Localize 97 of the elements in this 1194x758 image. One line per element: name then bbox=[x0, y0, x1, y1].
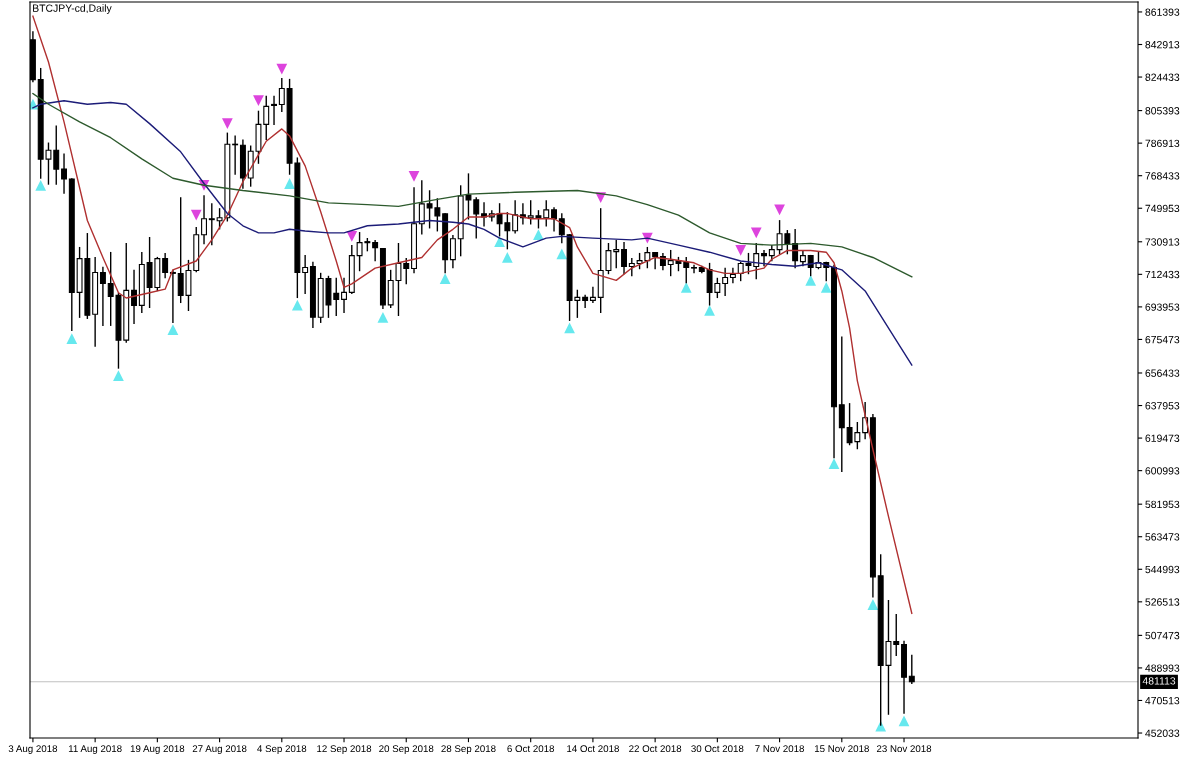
point bbox=[66, 333, 78, 344]
point bbox=[439, 273, 451, 284]
x-tick-label: 3 Aug 2018 bbox=[8, 745, 58, 755]
point bbox=[190, 209, 202, 221]
candlestick bbox=[512, 200, 519, 234]
candlestick bbox=[201, 195, 207, 245]
point bbox=[167, 324, 179, 336]
y-tick-label: 581953 bbox=[1145, 500, 1180, 509]
candlestick bbox=[99, 266, 106, 326]
y-tick-label: 712433 bbox=[1145, 270, 1180, 279]
point bbox=[898, 715, 910, 727]
candlestick bbox=[302, 254, 309, 295]
candlestick bbox=[162, 252, 169, 279]
y-tick-label: 488993 bbox=[1145, 664, 1180, 672]
point bbox=[221, 118, 233, 129]
y-tick-label: 470513 bbox=[1145, 696, 1180, 705]
y-tick-label: 600993 bbox=[1145, 467, 1180, 475]
y-tick-label: 805393 bbox=[1145, 107, 1180, 115]
point bbox=[867, 599, 879, 610]
candlestick bbox=[418, 180, 425, 235]
y-tick-label: 619473 bbox=[1145, 434, 1180, 442]
y-tick-label: 768433 bbox=[1145, 172, 1180, 180]
point bbox=[113, 370, 124, 381]
x-tick-label: 28 Sep 2018 bbox=[441, 745, 496, 755]
line-series bbox=[32, 100, 913, 366]
x-tick-label: 6 Oct 2018 bbox=[507, 745, 555, 753]
point bbox=[377, 312, 389, 323]
point bbox=[828, 458, 840, 469]
y-tick-label: 693953 bbox=[1145, 303, 1180, 311]
y-tick-label: 861393 bbox=[1145, 8, 1180, 16]
x-tick-label: 20 Sep 2018 bbox=[379, 745, 434, 755]
candlestick bbox=[691, 264, 697, 274]
x-tick-label: 19 Aug 2018 bbox=[130, 745, 185, 755]
point bbox=[276, 63, 288, 75]
x-tick-label: 4 Sep 2018 bbox=[257, 745, 307, 755]
x-tick-label: 12 Sep 2018 bbox=[317, 745, 372, 755]
x-tick-label: 23 Nov 2018 bbox=[876, 745, 932, 753]
point bbox=[533, 229, 544, 240]
y-tick-label: 786913 bbox=[1145, 139, 1180, 148]
candlestick bbox=[208, 203, 215, 246]
y-tick-label: 749953 bbox=[1145, 204, 1180, 213]
candlestick bbox=[271, 95, 277, 126]
x-tick-label: 27 Aug 2018 bbox=[192, 745, 247, 755]
y-tick-label: 842913 bbox=[1145, 41, 1180, 49]
x-tick-label: 22 Oct 2018 bbox=[629, 745, 682, 753]
point bbox=[284, 178, 295, 189]
candlestick bbox=[341, 277, 347, 313]
candlestick bbox=[652, 251, 659, 270]
candlestick bbox=[621, 241, 627, 275]
candlestick bbox=[372, 239, 379, 262]
y-tick-label: 526513 bbox=[1145, 598, 1180, 606]
candlestick bbox=[761, 249, 767, 267]
point bbox=[408, 171, 420, 182]
y-tick-label: 675473 bbox=[1145, 335, 1180, 344]
candlestick bbox=[449, 235, 456, 269]
y-tick-label: 544993 bbox=[1145, 565, 1180, 574]
candlestick bbox=[131, 269, 137, 324]
point bbox=[680, 282, 692, 293]
point bbox=[35, 179, 47, 191]
point bbox=[291, 299, 303, 311]
point bbox=[750, 227, 762, 239]
candlestick bbox=[61, 153, 67, 194]
point bbox=[253, 95, 264, 107]
point bbox=[564, 322, 575, 334]
y-tick-label: 824433 bbox=[1145, 73, 1180, 81]
point bbox=[735, 245, 747, 256]
candlestick bbox=[551, 207, 557, 232]
line-series bbox=[32, 15, 913, 614]
y-tick-label: 637953 bbox=[1145, 402, 1180, 410]
candlestick bbox=[908, 654, 915, 684]
y-tick-label: 452033 bbox=[1145, 729, 1180, 737]
chart-title: BTCJPY-cd,Daily bbox=[33, 4, 112, 14]
ref-line-label: 481113 bbox=[1142, 677, 1176, 685]
x-tick-label: 11 Aug 2018 bbox=[68, 745, 122, 755]
point bbox=[820, 282, 832, 293]
x-tick-label: 30 Oct 2018 bbox=[691, 745, 744, 753]
candlestick bbox=[729, 267, 736, 284]
candlestick bbox=[278, 77, 285, 113]
y-tick-label: 656433 bbox=[1145, 369, 1180, 377]
x-tick-label: 15 Nov 2018 bbox=[814, 745, 869, 753]
x-tick-label: 14 Oct 2018 bbox=[567, 745, 619, 753]
candlestick bbox=[582, 294, 589, 309]
y-tick-label: 507473 bbox=[1145, 631, 1180, 640]
candlestick bbox=[589, 286, 596, 304]
point bbox=[805, 275, 817, 286]
y-tick-label: 730913 bbox=[1145, 238, 1180, 246]
candlestick bbox=[838, 336, 845, 473]
point bbox=[501, 252, 513, 263]
y-tick-label: 563473 bbox=[1145, 533, 1180, 541]
candlestick bbox=[169, 269, 176, 323]
point bbox=[556, 248, 568, 260]
candlestick bbox=[558, 213, 565, 244]
candlestick bbox=[722, 267, 729, 297]
point bbox=[494, 236, 505, 248]
point bbox=[704, 304, 715, 316]
line-series bbox=[32, 92, 913, 278]
x-tick-label: 7 Nov 2018 bbox=[755, 745, 805, 753]
